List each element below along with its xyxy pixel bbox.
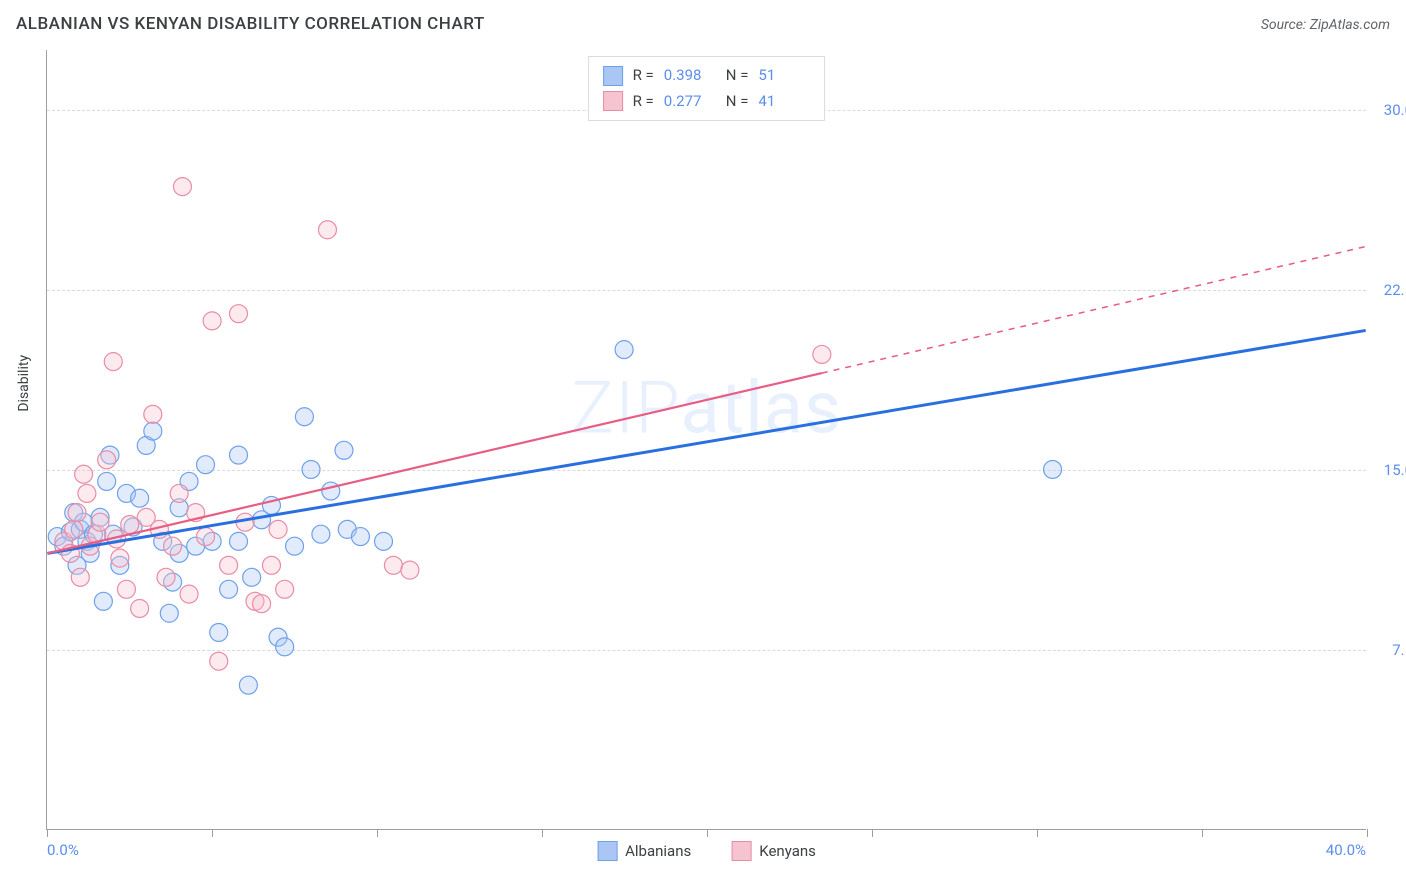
data-point [180,585,198,603]
x-tick [212,829,213,837]
legend-series-label: Albanians [625,842,691,860]
data-point [302,460,320,478]
x-tick [377,829,378,837]
data-point [157,568,175,586]
data-point [111,549,129,567]
chart-title: ALBANIAN VS KENYAN DISABILITY CORRELATIO… [16,14,485,34]
data-point [144,405,162,423]
data-point [220,556,238,574]
legend-swatch [603,66,623,86]
chart-svg [47,50,1366,829]
data-point [1044,460,1062,478]
data-point [312,525,330,543]
data-point [253,595,271,613]
data-point [71,568,89,586]
legend-r-label: R = [633,63,654,89]
y-tick-label: 22.5% [1384,281,1406,299]
regression-line-dashed [822,247,1366,374]
data-point [239,676,257,694]
data-point [286,537,304,555]
data-point [94,592,112,610]
data-point [144,422,162,440]
chart-header: ALBANIAN VS KENYAN DISABILITY CORRELATIO… [16,14,1390,34]
legend-swatch [597,841,617,861]
legend-series-label: Kenyans [759,842,816,860]
y-axis-label: Disability [16,355,32,412]
data-point [351,528,369,546]
data-point [197,528,215,546]
data-point [210,652,228,670]
data-point [269,520,287,538]
x-tick [542,829,543,837]
regression-line [47,373,822,553]
data-point [75,465,93,483]
legend-n-label: N = [726,89,749,115]
x-tick [707,829,708,837]
data-point [615,341,633,359]
x-tick [872,829,873,837]
legend-series-item: Kenyans [731,841,816,861]
legend-stats: R = 0.398 N = 51 R = 0.277 N = 41 [588,56,826,121]
data-point [295,408,313,426]
legend-n-value: 41 [758,89,810,115]
data-point [164,537,182,555]
x-axis-max-label: 40.0% [1326,841,1366,859]
data-point [230,532,248,550]
legend-n-value: 51 [758,63,810,89]
data-point [318,221,336,239]
x-tick [1037,829,1038,837]
chart-source: Source: ZipAtlas.com [1261,17,1390,33]
data-point [276,638,294,656]
data-point [160,604,178,622]
data-point [375,532,393,550]
data-point [197,456,215,474]
legend-r-value: 0.398 [664,63,716,89]
plot-area: ZIPatlas R = 0.398 N = 51 R = 0.277 N = … [46,50,1366,830]
data-point [65,520,83,538]
data-point [91,513,109,531]
legend-stat-row: R = 0.398 N = 51 [603,63,811,89]
data-point [98,451,116,469]
data-point [210,623,228,641]
y-tick-label: 7.5% [1392,641,1406,659]
data-point [131,489,149,507]
data-point [78,484,96,502]
data-point [98,472,116,490]
legend-swatch [603,91,623,111]
data-point [104,353,122,371]
x-tick [1202,829,1203,837]
data-point [243,568,261,586]
data-point [117,580,135,598]
data-point [401,561,419,579]
legend-series-item: Albanians [597,841,691,861]
data-point [276,580,294,598]
legend-stat-row: R = 0.277 N = 41 [603,89,811,115]
data-point [813,345,831,363]
data-point [173,178,191,196]
legend-r-value: 0.277 [664,89,716,115]
data-point [121,516,139,534]
data-point [131,599,149,617]
x-tick [1367,829,1368,837]
data-point [220,580,238,598]
data-point [384,556,402,574]
data-point [68,504,86,522]
regression-line [47,330,1365,553]
legend-swatch [731,841,751,861]
y-tick-label: 15.0% [1384,461,1406,479]
legend-r-label: R = [633,89,654,115]
legend-n-label: N = [726,63,749,89]
x-tick [47,829,48,837]
data-point [203,312,221,330]
x-axis-min-label: 0.0% [47,841,79,859]
data-point [230,446,248,464]
y-tick-label: 30.0% [1384,101,1406,119]
data-point [230,305,248,323]
data-point [262,556,280,574]
legend-series: Albanians Kenyans [597,841,816,861]
data-point [170,484,188,502]
data-point [335,441,353,459]
data-point [322,482,340,500]
